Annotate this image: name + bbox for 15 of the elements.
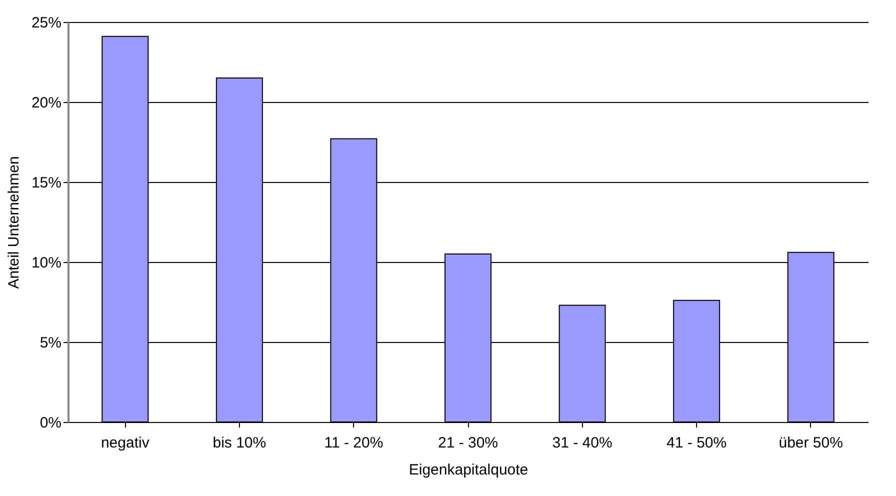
y-tick-label: 5% (40, 334, 62, 352)
x-tick-label: über 50% (778, 434, 843, 452)
y-tick-label: 15% (31, 174, 62, 192)
y-tick-label: 25% (31, 14, 62, 32)
y-tick-label: 10% (31, 254, 62, 272)
x-tick-label: 21 - 30% (438, 434, 498, 452)
y-tick-label: 0% (40, 414, 62, 432)
x-tick-label: 31 - 40% (552, 434, 612, 452)
x-axis-title: Eigenkapitalquote (408, 462, 528, 478)
x-tick-label: negativ (100, 434, 150, 452)
y-axis-title: Anteil Unternehmen (5, 156, 22, 289)
x-tick-label: bis 10% (212, 434, 266, 452)
y-tick-label: 20% (31, 94, 62, 112)
x-tick-label: 41 - 50% (666, 434, 727, 452)
x-tick-label: 11 - 20% (324, 434, 384, 452)
